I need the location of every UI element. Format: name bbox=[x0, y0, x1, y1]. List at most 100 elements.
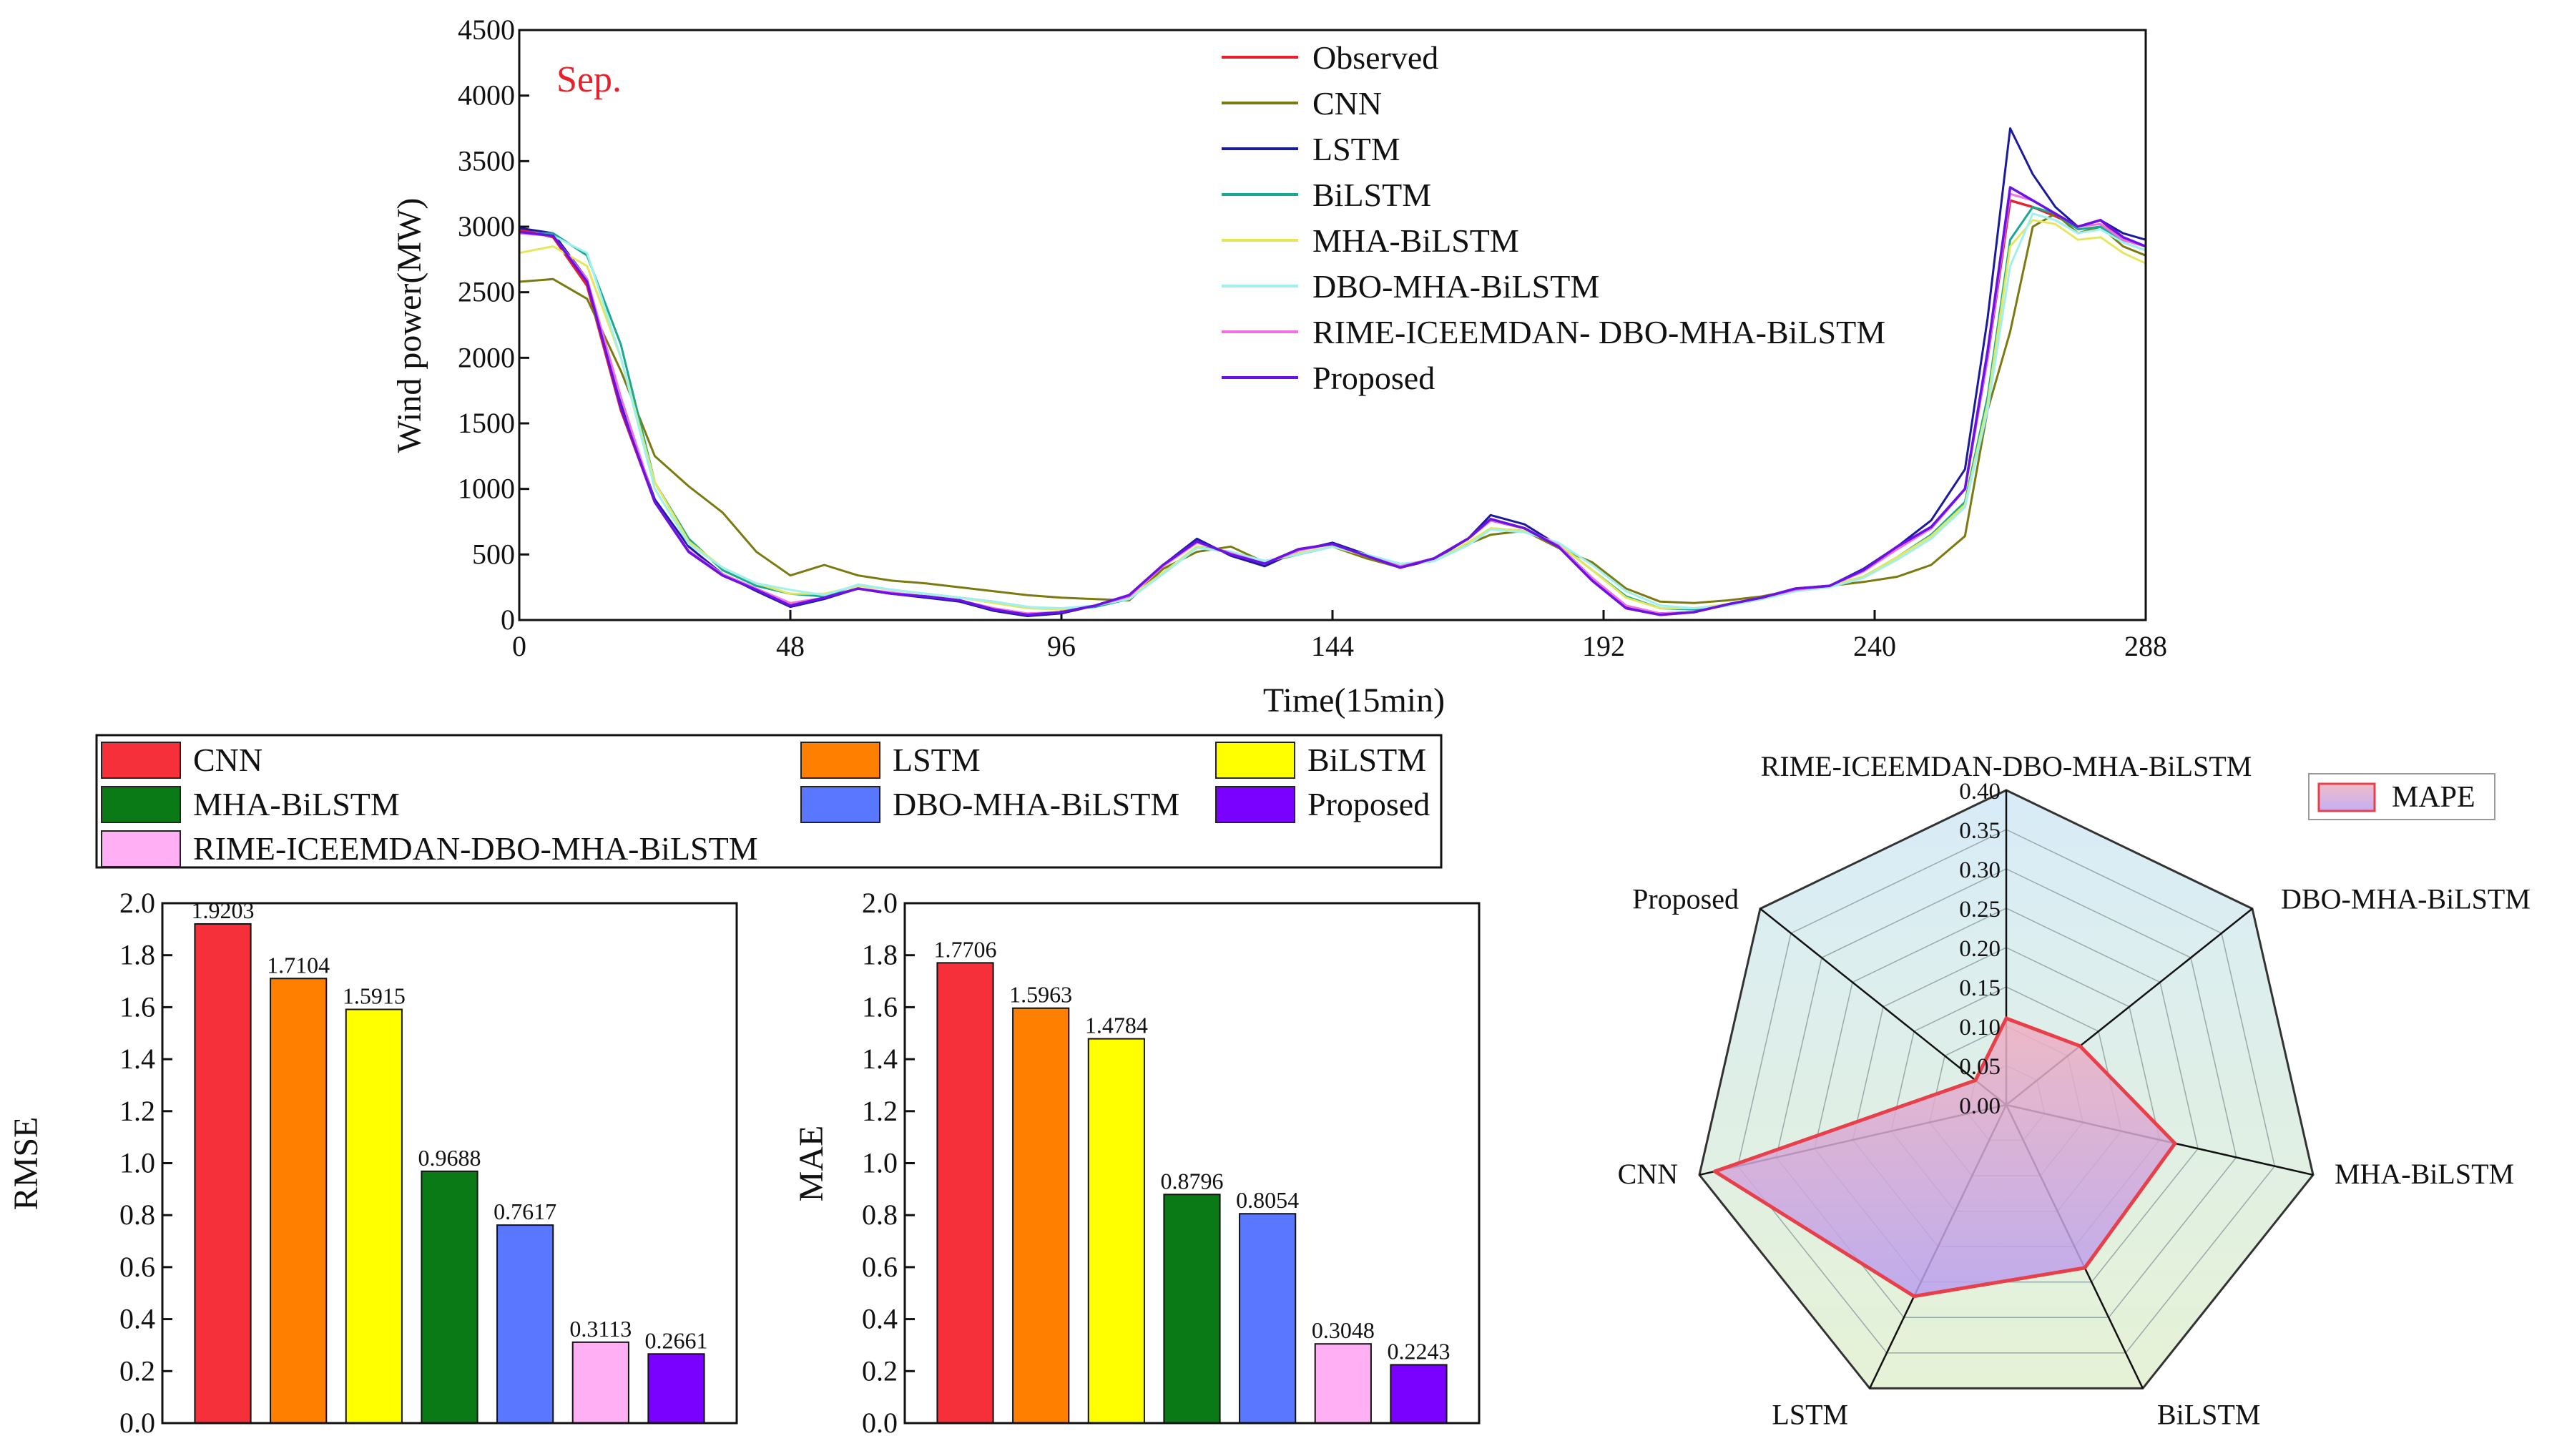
bar-legend-swatch bbox=[101, 742, 181, 779]
bar-legend-label: LSTM bbox=[893, 742, 981, 778]
mae-bar-value: 1.4784 bbox=[1085, 1013, 1148, 1038]
rmse-ytick-label: 0.0 bbox=[119, 1407, 155, 1439]
line-series-proposed bbox=[519, 186, 2146, 616]
line-ytick-label: 1000 bbox=[458, 473, 515, 505]
mae-chart-panel: 0.0 0.2 0.4 0.6 0.8 1.0 1.2 1.4 1.6 1.8 2.0 1.7706… bbox=[792, 887, 1481, 1439]
mae-ytick-label: 1.6 bbox=[862, 990, 898, 1023]
line-chart-ylabel: Wind power(MW) bbox=[391, 198, 428, 453]
mae-bar-cnn bbox=[936, 962, 994, 1424]
line-legend-label: CNN bbox=[1312, 85, 1382, 122]
line-ytick-label: 0 bbox=[501, 604, 515, 636]
mae-bars: 1.7706 1.5963 1.4784 0.8796 0.8054 0.3048 0.22… bbox=[934, 936, 1450, 1425]
radar-axis-labels: RIME-ICEEMDAN-DBO-MHA-BiLSTM DBO-MHA-BiLS… bbox=[1618, 750, 2531, 1430]
mae-bar-value: 0.3048 bbox=[1312, 1317, 1375, 1343]
rmse-ytick-label: 0.8 bbox=[119, 1199, 155, 1231]
mae-bar-lstm bbox=[1012, 1007, 1070, 1425]
bar-legend-swatch bbox=[800, 786, 880, 823]
radar-axis-label: Proposed bbox=[1632, 883, 1739, 915]
bar-legend-label: DBO-MHA-BiLSTM bbox=[893, 786, 1179, 822]
line-ytick-label: 4500 bbox=[458, 14, 515, 46]
mae-bar-bilstm bbox=[1087, 1038, 1145, 1424]
line-ytick-label: 2000 bbox=[458, 341, 515, 373]
rmse-bar-value: 0.3113 bbox=[569, 1316, 632, 1342]
rmse-ytick-label: 1.0 bbox=[119, 1147, 155, 1179]
line-xtick-label: 192 bbox=[1582, 630, 1625, 662]
line-legend-label: MHA-BiLSTM bbox=[1312, 222, 1519, 259]
line-chart-legend: Observed CNN LSTM BiLSTM MHA-BiLSTM DBO-MHA-B… bbox=[1222, 39, 1885, 396]
line-ytick-label: 500 bbox=[472, 538, 515, 570]
bar-legend-swatch bbox=[101, 830, 181, 867]
radar-ring-label: 0.15 bbox=[1959, 975, 2001, 1001]
line-legend-label: LSTM bbox=[1312, 131, 1400, 167]
line-xtick-label: 288 bbox=[2124, 630, 2167, 662]
radar-series-mape bbox=[1713, 1016, 2177, 1299]
rmse-bar-value: 1.7104 bbox=[267, 952, 330, 978]
radar-ring-label: 0.20 bbox=[1959, 936, 2001, 962]
line-xtick-label: 0 bbox=[512, 630, 526, 662]
radar-axis-label: MHA-BiLSTM bbox=[2335, 1158, 2514, 1190]
line-ytick-label: 3000 bbox=[458, 210, 515, 242]
mae-ytick-label: 2.0 bbox=[862, 887, 898, 919]
radar-spoke bbox=[1759, 907, 2007, 1106]
line-legend-label: BiLSTM bbox=[1312, 177, 1431, 213]
radar-ring-label: 0.25 bbox=[1959, 897, 2001, 923]
radar-axis-label: LSTM bbox=[1772, 1398, 1848, 1430]
line-legend-label: Proposed bbox=[1312, 360, 1435, 396]
radar-chart-panel: 0.00 0.05 0.10 0.15 0.20 0.25 0.30 0.35 0.40 RIM… bbox=[1618, 750, 2531, 1430]
rmse-ytick-label: 0.2 bbox=[119, 1354, 155, 1387]
mae-ytick-label: 0.6 bbox=[862, 1251, 898, 1283]
mae-bar-value: 1.7706 bbox=[934, 936, 997, 962]
bar-legend-label: RIME-ICEEMDAN-DBO-MHA-BiLSTM bbox=[193, 830, 758, 867]
rmse-ytick-label: 2.0 bbox=[119, 887, 155, 919]
mae-bar-value: 0.2243 bbox=[1387, 1338, 1450, 1364]
radar-ring bbox=[1775, 868, 2237, 1319]
rmse-bar-lstm bbox=[270, 978, 328, 1425]
mae-bar-value: 1.5963 bbox=[1009, 982, 1072, 1008]
line-xtick-label: 48 bbox=[776, 630, 805, 662]
bar-legend-swatch bbox=[800, 742, 880, 779]
bar-legend-label: BiLSTM bbox=[1307, 742, 1426, 778]
line-chart-annotation: Sep. bbox=[556, 59, 622, 100]
rmse-bar-bilstm bbox=[345, 1008, 403, 1424]
mae-bar-proposed bbox=[1390, 1364, 1448, 1424]
line-chart-series bbox=[519, 127, 2146, 617]
mae-chart-frame bbox=[903, 902, 1481, 1425]
line-ytick-label: 2500 bbox=[458, 276, 515, 308]
radar-ring-label: 0.10 bbox=[1959, 1015, 2001, 1041]
radar-ring bbox=[1737, 829, 2276, 1354]
bar-legend-label: MHA-BiLSTM bbox=[193, 786, 400, 822]
mae-bar-mha-bilstm bbox=[1163, 1194, 1221, 1424]
rmse-bar-proposed bbox=[647, 1353, 705, 1425]
line-chart-xlabel: Time(15min) bbox=[1263, 682, 1445, 719]
mae-bar-rime-iceemdan-dbo-mha-bilstm bbox=[1314, 1343, 1372, 1424]
mae-bar-value: 0.8796 bbox=[1161, 1168, 1224, 1194]
line-legend-label: DBO-MHA-BiLSTM bbox=[1312, 268, 1599, 305]
rmse-ticks: 0.0 0.2 0.4 0.6 0.8 1.0 1.2 1.4 1.6 1.8 2.0 bbox=[119, 887, 172, 1439]
mae-ylabel: MAE bbox=[792, 1126, 830, 1202]
line-chart-panel: 0 48 96 144 192 240 288 0 500 1000 1500 2000 2500 300… bbox=[391, 14, 2167, 719]
rmse-ytick-label: 1.2 bbox=[119, 1095, 155, 1127]
rmse-ylabel: RMSE bbox=[7, 1117, 45, 1211]
radar-axis-label: RIME-ICEEMDAN-DBO-MHA-BiLSTM bbox=[1761, 750, 2252, 782]
radar-ring-label: 0.30 bbox=[1959, 857, 2001, 883]
radar-axis-label: CNN bbox=[1618, 1158, 1678, 1190]
line-series-dbo-mha-bilstm bbox=[519, 212, 2146, 609]
line-legend-label: Observed bbox=[1312, 39, 1438, 76]
rmse-ytick-label: 0.4 bbox=[119, 1303, 155, 1335]
radar-legend-swatch bbox=[2317, 782, 2376, 812]
bar-legend-label: CNN bbox=[193, 742, 262, 778]
mae-bar-dbo-mha-bilstm bbox=[1239, 1213, 1297, 1424]
rmse-chart-panel: 0.0 0.2 0.4 0.6 0.8 1.0 1.2 1.4 1.6 1.8 2.0 1.9203… bbox=[7, 887, 738, 1439]
radar-ring-label: 0.40 bbox=[1959, 779, 2001, 805]
radar-ring-label: 0.00 bbox=[1959, 1093, 2001, 1119]
mae-bar-value: 0.8054 bbox=[1236, 1187, 1299, 1213]
radar-ring-label: 0.05 bbox=[1959, 1054, 2001, 1080]
radar-ring-label: 0.35 bbox=[1959, 818, 2001, 844]
radar-axis-label: BiLSTM bbox=[2157, 1398, 2260, 1430]
rmse-ytick-label: 0.6 bbox=[119, 1251, 155, 1283]
line-ytick-label: 1500 bbox=[458, 407, 515, 439]
mae-ytick-label: 1.2 bbox=[862, 1095, 898, 1127]
rmse-ytick-label: 1.8 bbox=[119, 939, 155, 971]
rmse-bar-value: 1.5915 bbox=[343, 983, 406, 1008]
